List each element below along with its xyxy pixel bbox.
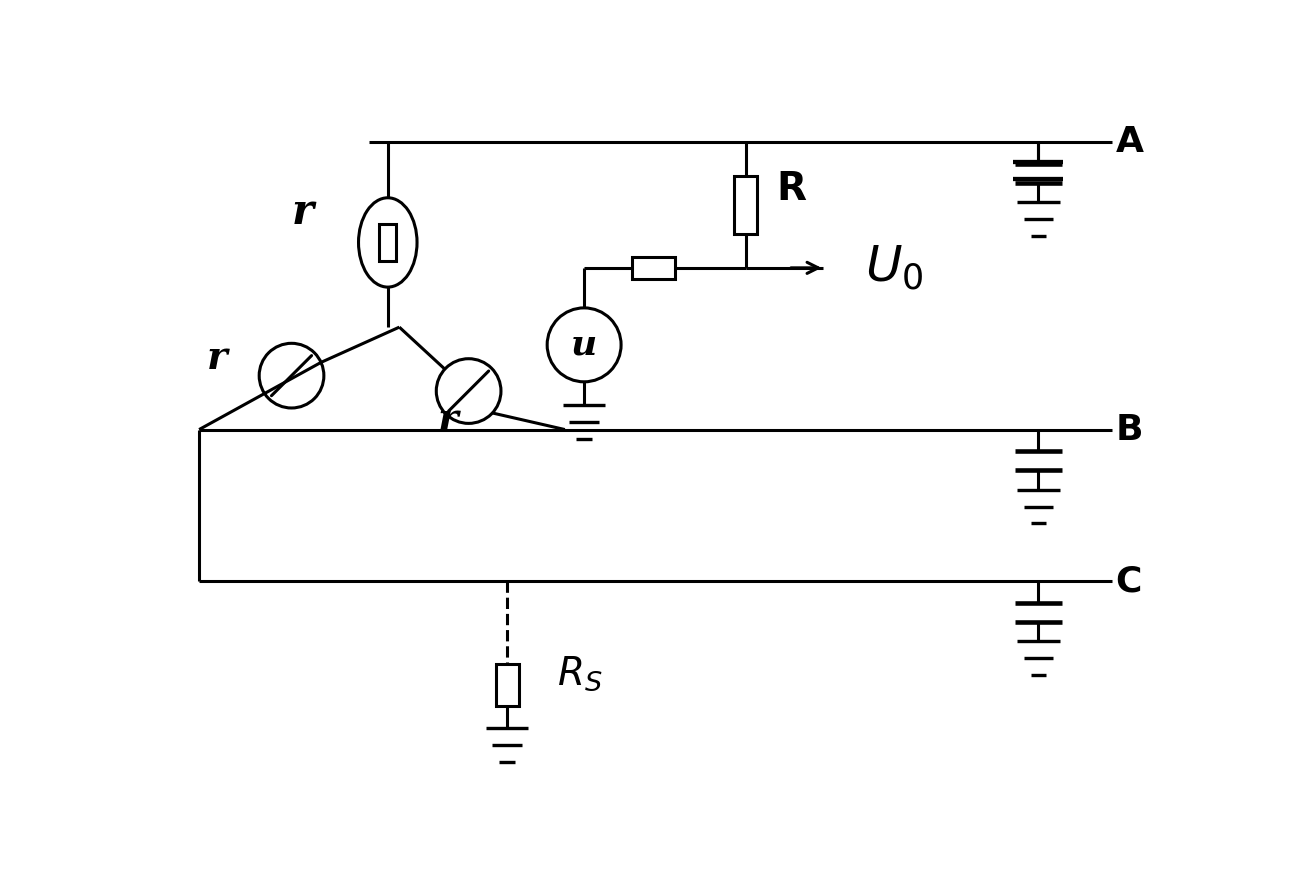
Text: A: A: [1116, 126, 1143, 159]
Text: $U_0$: $U_0$: [866, 243, 924, 292]
Text: R: R: [777, 169, 806, 208]
Bar: [734, 176, 757, 234]
Bar: [379, 224, 396, 261]
Text: B: B: [1116, 413, 1143, 446]
Text: C: C: [1116, 564, 1142, 598]
Text: u: u: [571, 328, 597, 362]
Text: r: r: [292, 191, 313, 233]
Bar: [495, 664, 519, 707]
Bar: [632, 257, 675, 279]
Text: r: r: [437, 401, 458, 438]
Text: r: r: [206, 339, 227, 377]
Text: $R_S$: $R_S$: [557, 654, 602, 693]
